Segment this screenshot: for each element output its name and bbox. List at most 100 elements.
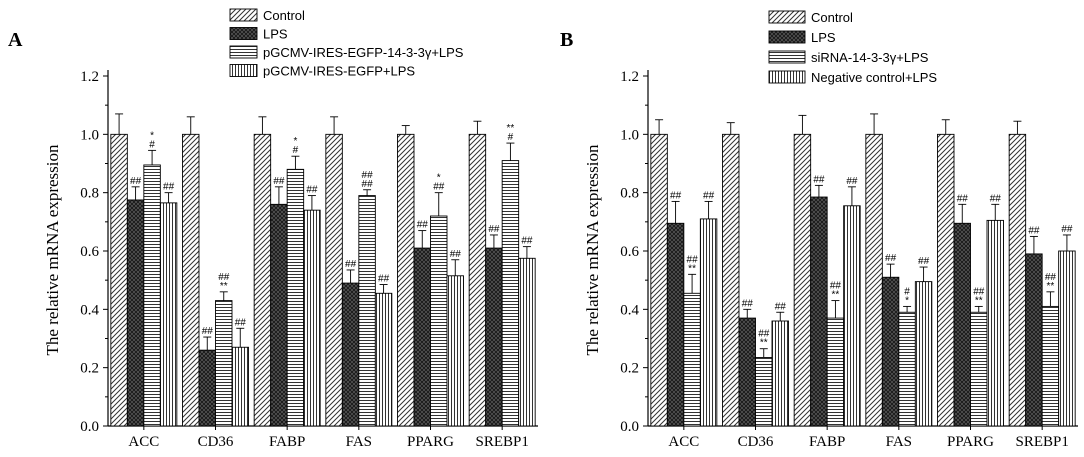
- significance-marker: ##: [775, 301, 787, 312]
- y-tick-label: 0.8: [80, 186, 99, 202]
- legend-label: LPS: [811, 30, 836, 45]
- bar: [231, 346, 249, 427]
- significance-marker: ##: [670, 190, 682, 201]
- significance-marker: ##: [687, 254, 699, 265]
- significance-marker: ##: [758, 329, 770, 340]
- y-tick-label: 0.4: [620, 302, 639, 318]
- bar: [143, 164, 161, 427]
- bar: [914, 281, 933, 427]
- bar: [953, 222, 971, 427]
- bar: [253, 133, 272, 427]
- bar: [898, 311, 916, 427]
- significance-marker: #: [149, 139, 155, 150]
- chart-panel-b: B The relative mRNA expression 0.0 0.2 0.4 0.…: [560, 10, 1078, 450]
- legend-label: LPS: [263, 27, 288, 42]
- legend-swatch: [768, 30, 806, 44]
- legend-swatch: [229, 45, 258, 59]
- legend-swatch: [229, 27, 258, 40]
- bar: [286, 168, 305, 427]
- x-tick-label: CD36: [738, 434, 774, 450]
- significance-marker: ##: [362, 179, 374, 190]
- legend-label: pGCMV-IRES-EGFP+LPS: [263, 64, 415, 79]
- bar: [881, 276, 900, 427]
- bar: [722, 133, 740, 427]
- significance-marker: **: [975, 295, 983, 306]
- bar: [970, 311, 988, 427]
- significance-marker: *: [150, 130, 154, 141]
- bar: [666, 222, 685, 427]
- y-tick-label: 0.4: [80, 302, 99, 318]
- bar: [126, 199, 145, 427]
- significance-marker: ##: [218, 272, 230, 283]
- significance-marker: **: [220, 281, 228, 292]
- significance-marker: ##: [1028, 225, 1040, 236]
- bar: [1041, 305, 1060, 427]
- bar: [325, 133, 343, 427]
- significance-marker: ##: [235, 317, 247, 328]
- significance-marker: ##: [990, 193, 1002, 204]
- bar: [843, 205, 861, 427]
- x-tick-label: ACC: [668, 434, 699, 450]
- significance-marker: ##: [521, 236, 533, 247]
- x-tick-label: PPARG: [947, 434, 994, 450]
- significance-marker: **: [688, 263, 696, 274]
- x-tick-label: FAS: [886, 434, 912, 450]
- significance-marker: ##: [306, 185, 318, 196]
- bar: [826, 317, 845, 427]
- significance-marker: #: [508, 132, 514, 143]
- significance-marker: ##: [973, 286, 985, 297]
- significance-marker: **: [760, 338, 768, 349]
- significance-marker: *: [293, 136, 297, 147]
- legend-swatch: [229, 64, 258, 77]
- bar: [159, 202, 178, 427]
- significance-marker: ##: [433, 182, 445, 193]
- significance-marker: ##: [846, 176, 858, 187]
- significance-marker: ##: [830, 281, 842, 292]
- bar: [865, 133, 883, 427]
- significance-marker: ##: [488, 224, 500, 235]
- bar: [771, 320, 789, 427]
- bar: [182, 133, 200, 427]
- significance-marker: ##: [450, 249, 462, 260]
- legend-label: Negative control+LPS: [811, 70, 937, 85]
- y-tick-label: 0.0: [620, 419, 639, 435]
- significance-marker: ##: [742, 298, 754, 309]
- bar: [518, 257, 536, 427]
- significance-marker: **: [832, 290, 840, 301]
- significance-marker: #: [904, 286, 910, 297]
- significance-marker: ##: [703, 190, 715, 201]
- legend-label: siRNA-14-3-3γ+LPS: [811, 50, 929, 65]
- bar: [650, 133, 668, 427]
- bar: [303, 209, 321, 427]
- legend-label: Control: [811, 10, 853, 25]
- bar: [215, 300, 233, 427]
- significance-marker: ##: [202, 326, 214, 337]
- significance-marker: ##: [957, 193, 969, 204]
- bar: [738, 317, 756, 427]
- bar: [341, 282, 360, 427]
- x-tick-label: FABP: [269, 434, 305, 450]
- y-axis-label: The relative mRNA expression: [583, 144, 602, 356]
- legend-label: pGCMV-IRES-EGFP-14-3-3γ+LPS: [263, 45, 464, 60]
- significance-marker: ##: [885, 253, 897, 264]
- bar: [810, 196, 828, 427]
- bar: [1025, 253, 1043, 427]
- bar: [430, 215, 448, 427]
- x-tick-label: FAS: [346, 434, 372, 450]
- significance-marker: ##: [1061, 224, 1073, 235]
- y-tick-label: 1.2: [620, 69, 639, 85]
- y-tick-label: 1.2: [80, 69, 99, 85]
- y-tick-label: 0.6: [80, 244, 99, 260]
- x-tick-label: SREBP1: [475, 434, 528, 450]
- y-tick-label: 0.8: [620, 186, 639, 202]
- x-tick-label: FABP: [809, 434, 845, 450]
- y-tick-label: 1.0: [620, 127, 639, 143]
- bar: [358, 195, 376, 427]
- bar: [413, 247, 431, 427]
- legend-swatch: [768, 70, 806, 84]
- bar: [937, 133, 955, 427]
- significance-marker: ##: [273, 176, 285, 187]
- significance-marker: ##: [1045, 272, 1057, 283]
- bar: [468, 133, 487, 427]
- significance-marker: *: [905, 295, 909, 306]
